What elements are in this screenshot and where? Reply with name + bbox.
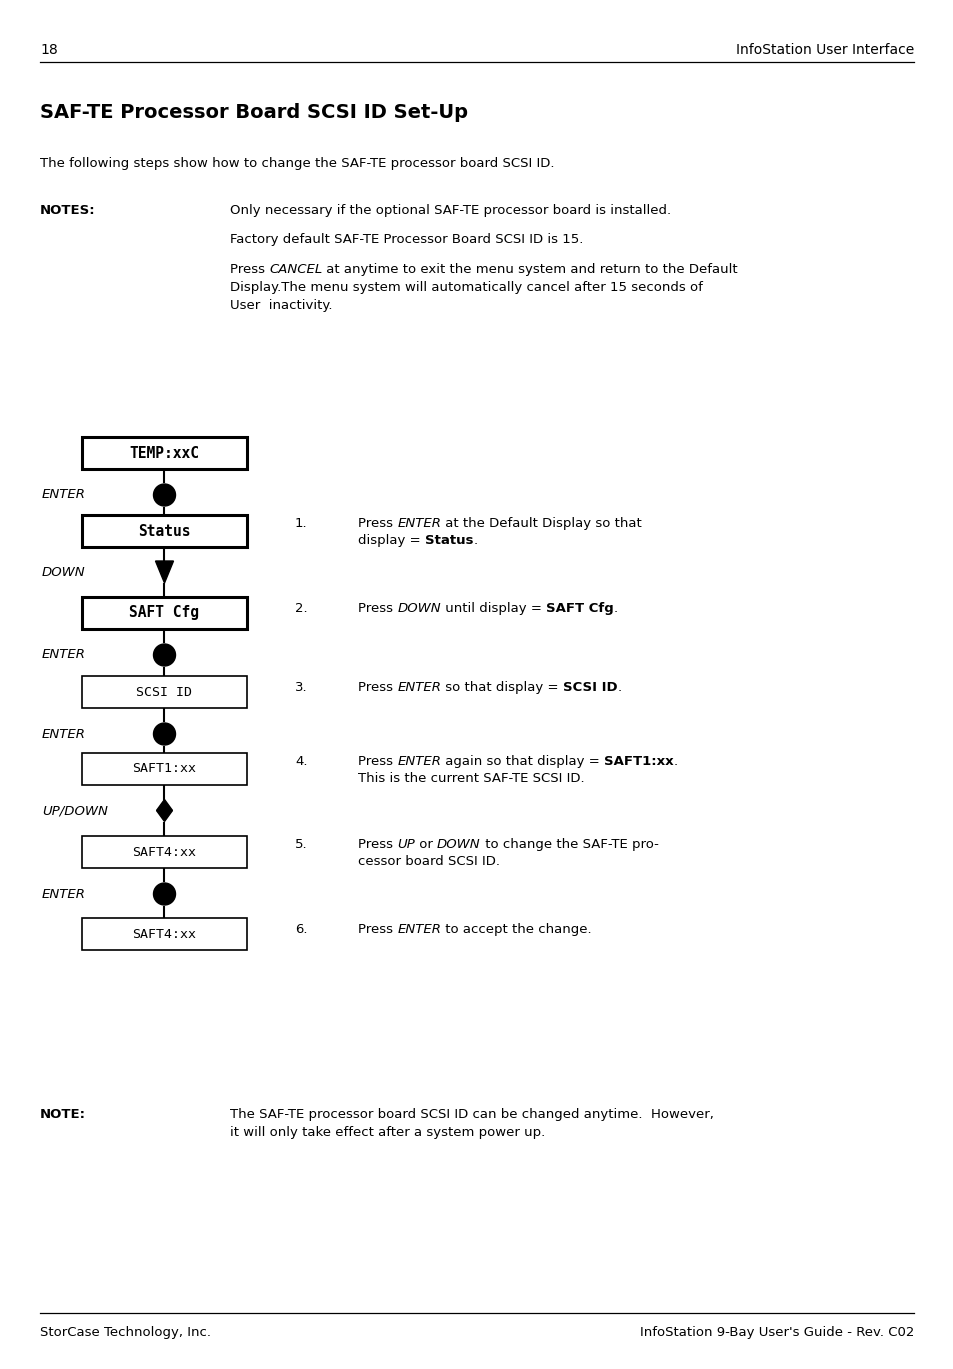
Text: The following steps show how to change the SAF-TE processor board SCSI ID.: The following steps show how to change t… — [40, 157, 554, 170]
Bar — [82, 753, 247, 784]
Text: .: . — [673, 754, 678, 768]
Text: InfoStation User Interface: InfoStation User Interface — [735, 42, 913, 57]
Circle shape — [153, 643, 175, 665]
Text: cessor board SCSI ID.: cessor board SCSI ID. — [357, 856, 499, 868]
Text: The SAF-TE processor board SCSI ID can be changed anytime.  However,: The SAF-TE processor board SCSI ID can b… — [230, 1108, 713, 1121]
Text: NOTE:: NOTE: — [40, 1108, 86, 1121]
Text: ENTER: ENTER — [396, 517, 441, 530]
Text: 5.: 5. — [294, 838, 307, 852]
Text: .: . — [473, 534, 477, 548]
Text: NOTES:: NOTES: — [40, 204, 95, 218]
Text: to accept the change.: to accept the change. — [441, 923, 591, 936]
Text: DOWN: DOWN — [436, 838, 480, 852]
Text: InfoStation 9-Bay User's Guide - Rev. C02: InfoStation 9-Bay User's Guide - Rev. C0… — [639, 1327, 913, 1339]
Text: SAFT4:xx: SAFT4:xx — [132, 846, 196, 858]
Text: Status: Status — [138, 523, 191, 538]
Text: it will only take effect after a system power up.: it will only take effect after a system … — [230, 1125, 545, 1139]
Text: Press: Press — [230, 263, 269, 277]
Text: ENTER: ENTER — [42, 727, 86, 741]
Text: display =: display = — [357, 534, 424, 548]
Text: or: or — [415, 838, 436, 852]
Text: SAFT Cfg: SAFT Cfg — [130, 605, 199, 620]
Bar — [82, 676, 247, 708]
Text: DOWN: DOWN — [396, 602, 440, 615]
Polygon shape — [155, 561, 173, 583]
Bar — [82, 836, 247, 868]
Text: UP: UP — [396, 838, 415, 852]
Text: 6.: 6. — [294, 923, 307, 936]
Text: Press: Press — [357, 680, 396, 694]
Text: This is the current SAF-TE SCSI ID.: This is the current SAF-TE SCSI ID. — [357, 772, 584, 784]
Text: until display =: until display = — [440, 602, 545, 615]
Text: SCSI ID: SCSI ID — [562, 680, 617, 694]
Polygon shape — [156, 810, 172, 821]
Bar — [82, 437, 247, 470]
Text: SAF-TE Processor Board SCSI ID Set-Up: SAF-TE Processor Board SCSI ID Set-Up — [40, 103, 468, 122]
Text: Status: Status — [424, 534, 473, 548]
Text: Press: Press — [357, 517, 396, 530]
Text: UP/DOWN: UP/DOWN — [42, 804, 108, 817]
Bar — [82, 515, 247, 548]
Text: SCSI ID: SCSI ID — [136, 686, 193, 698]
Text: Factory default SAF-TE Processor Board SCSI ID is 15.: Factory default SAF-TE Processor Board S… — [230, 233, 583, 246]
Text: ENTER: ENTER — [42, 489, 86, 501]
Text: ENTER: ENTER — [396, 680, 441, 694]
Text: .: . — [617, 680, 621, 694]
Text: at the Default Display so that: at the Default Display so that — [441, 517, 641, 530]
Text: SAFT1:xx: SAFT1:xx — [132, 763, 196, 775]
Text: 2.: 2. — [294, 602, 307, 615]
Text: ENTER: ENTER — [396, 754, 441, 768]
Text: Press: Press — [357, 838, 396, 852]
Text: StorCase Technology, Inc.: StorCase Technology, Inc. — [40, 1327, 211, 1339]
Text: at anytime to exit the menu system and return to the Default: at anytime to exit the menu system and r… — [322, 263, 738, 277]
Text: Press: Press — [357, 923, 396, 936]
Bar — [82, 597, 247, 628]
Bar — [82, 919, 247, 950]
Text: 18: 18 — [40, 42, 58, 57]
Text: ENTER: ENTER — [42, 649, 86, 661]
Text: 4.: 4. — [294, 754, 307, 768]
Text: .: . — [613, 602, 618, 615]
Text: SAFT Cfg: SAFT Cfg — [545, 602, 613, 615]
Text: Display.The menu system will automatically cancel after 15 seconds of: Display.The menu system will automatical… — [230, 281, 702, 294]
Text: SAFT1:xx: SAFT1:xx — [603, 754, 673, 768]
Circle shape — [153, 883, 175, 905]
Text: 3.: 3. — [294, 680, 307, 694]
Text: so that display =: so that display = — [441, 680, 562, 694]
Text: CANCEL: CANCEL — [269, 263, 322, 277]
Text: again so that display =: again so that display = — [441, 754, 603, 768]
Text: ENTER: ENTER — [396, 923, 441, 936]
Text: Press: Press — [357, 754, 396, 768]
Text: Only necessary if the optional SAF-TE processor board is installed.: Only necessary if the optional SAF-TE pr… — [230, 204, 670, 218]
Text: Press: Press — [357, 602, 396, 615]
Circle shape — [153, 723, 175, 745]
Text: ENTER: ENTER — [42, 887, 86, 901]
Text: TEMP:xxC: TEMP:xxC — [130, 445, 199, 460]
Text: DOWN: DOWN — [42, 565, 86, 579]
Circle shape — [153, 485, 175, 507]
Text: SAFT4:xx: SAFT4:xx — [132, 928, 196, 941]
Text: to change the SAF-TE pro-: to change the SAF-TE pro- — [480, 838, 658, 852]
Polygon shape — [156, 799, 172, 810]
Text: User  inactivity.: User inactivity. — [230, 298, 333, 312]
Text: 1.: 1. — [294, 517, 307, 530]
